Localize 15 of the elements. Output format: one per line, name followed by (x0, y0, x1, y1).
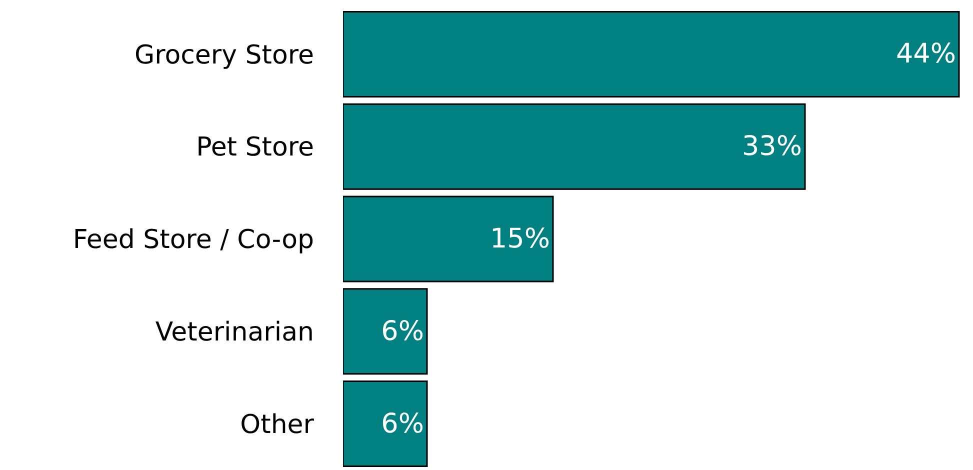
y-tick-label: Feed Store / Co-op (72, 225, 314, 256)
data-label: 15% (490, 224, 550, 254)
data-label: 33% (742, 131, 802, 162)
bar (343, 196, 554, 282)
bar (343, 288, 428, 375)
y-tick-label: Veterinarian (155, 318, 314, 348)
y-tick-label: Pet Store (196, 132, 314, 163)
y-tick-label: Other (240, 410, 314, 440)
bar (343, 380, 428, 468)
bar (343, 10, 960, 98)
data-label: 6% (381, 408, 424, 440)
bar (343, 103, 806, 190)
data-label: 6% (381, 316, 424, 347)
data-label: 44% (896, 38, 956, 70)
y-tick-label: Grocery Store (134, 40, 314, 70)
